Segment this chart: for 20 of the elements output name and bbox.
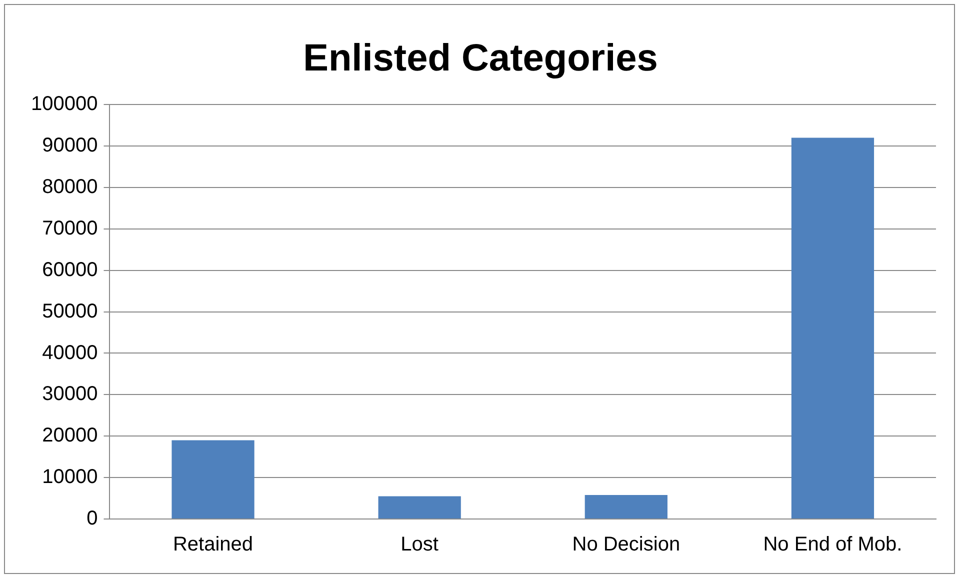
x-tick-label: Lost [400, 534, 439, 556]
y-tick-label: 90000 [42, 134, 98, 157]
y-tick-label: 20000 [42, 424, 98, 447]
bar [791, 138, 874, 518]
bar [378, 496, 461, 518]
x-tick-label: Retained [172, 534, 254, 556]
chart-title: Enlisted Categories [303, 37, 658, 80]
y-tick-label: 70000 [42, 217, 98, 240]
y-tick-label: 60000 [42, 258, 98, 281]
x-tick-label: No End of Mob. [763, 534, 902, 556]
y-tick-label: 30000 [42, 383, 98, 406]
y-tick-label: 40000 [42, 342, 98, 364]
bar [584, 494, 668, 518]
y-tick-label: 0 [86, 508, 98, 530]
x-tick-label: No Decision [572, 534, 680, 556]
y-tick-label: 80000 [42, 176, 98, 198]
bar [172, 440, 254, 518]
y-tick-label: 10000 [42, 466, 98, 488]
y-tick-label: 50000 [42, 300, 98, 322]
y-tick-label: 100000 [30, 93, 98, 116]
